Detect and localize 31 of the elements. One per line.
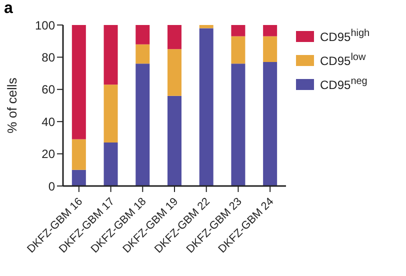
bar (167, 25, 182, 50)
bar (104, 142, 118, 186)
bar (136, 64, 150, 186)
bar (167, 96, 182, 186)
y-tick-label: 80 (42, 50, 56, 64)
bar (199, 28, 214, 186)
y-axis-title: % of cells (4, 77, 20, 134)
legend-label: CD95$^{high}$ (320, 28, 370, 44)
bar (263, 36, 278, 62)
legend-label: CD95$^{neg}$ (320, 76, 368, 92)
bar (231, 36, 246, 64)
y-tick-label: 20 (42, 147, 56, 162)
y-tick-label: 0 (48, 179, 56, 194)
y-tick-label: 100 (34, 18, 56, 32)
bar (72, 25, 86, 140)
bar (263, 62, 278, 186)
bar (104, 25, 118, 85)
bar (104, 84, 118, 143)
bar (167, 49, 182, 96)
bar (136, 25, 150, 44)
bar (231, 64, 246, 186)
bar (136, 44, 150, 64)
bar (263, 25, 278, 36)
y-tick-label: 40 (42, 114, 56, 129)
bar (72, 170, 86, 186)
legend-label: CD95$^{low}$ (320, 52, 366, 68)
bar (199, 25, 214, 28)
bar (231, 25, 246, 36)
y-tick-label: 60 (42, 82, 56, 97)
chart-title: a (4, 0, 13, 18)
bar (72, 139, 86, 170)
